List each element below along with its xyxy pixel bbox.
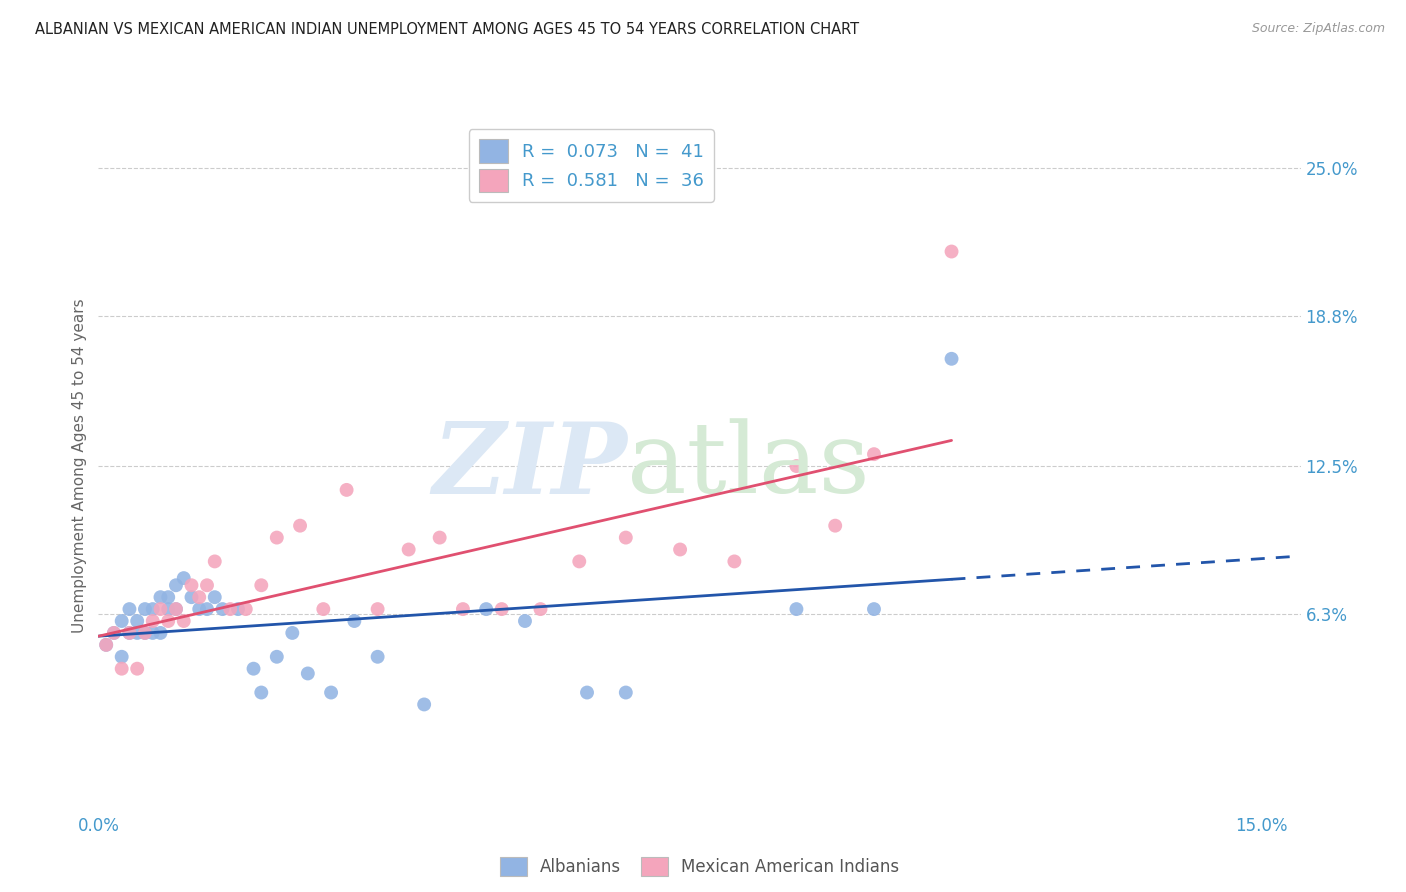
Point [614, 531, 637, 545]
Point [785, 602, 807, 616]
Point [475, 602, 498, 616]
Point [219, 602, 242, 616]
Point [142, 614, 165, 628]
Point [723, 554, 745, 568]
Point [226, 602, 249, 616]
Point [134, 626, 156, 640]
Point [288, 518, 311, 533]
Point [204, 554, 226, 568]
Point [242, 662, 264, 676]
Point [134, 626, 156, 640]
Point [195, 602, 218, 616]
Point [204, 590, 226, 604]
Point [96, 638, 118, 652]
Point [319, 685, 342, 699]
Point [297, 666, 319, 681]
Point [142, 602, 165, 616]
Point [576, 685, 599, 699]
Y-axis label: Unemployment Among Ages 45 to 54 years: Unemployment Among Ages 45 to 54 years [72, 299, 87, 633]
Text: ZIP: ZIP [433, 417, 627, 515]
Point [343, 614, 366, 628]
Point [173, 571, 195, 585]
Point [188, 590, 211, 604]
Point [266, 531, 288, 545]
Point [127, 662, 149, 676]
Point [180, 578, 202, 592]
Point [118, 626, 141, 640]
Point [127, 614, 149, 628]
Point [336, 483, 359, 497]
Point [180, 590, 202, 604]
Point [111, 662, 134, 676]
Point [103, 626, 125, 640]
Point [398, 542, 420, 557]
Point [250, 578, 273, 592]
Point [149, 626, 172, 640]
Point [165, 602, 187, 616]
Point [513, 614, 536, 628]
Point [142, 626, 165, 640]
Point [250, 685, 273, 699]
Point [127, 626, 149, 640]
Point [188, 602, 211, 616]
Text: Source: ZipAtlas.com: Source: ZipAtlas.com [1251, 22, 1385, 36]
Point [165, 578, 187, 592]
Point [118, 602, 141, 616]
Point [149, 590, 172, 604]
Point [134, 602, 156, 616]
Legend: Albanians, Mexican American Indians: Albanians, Mexican American Indians [494, 850, 905, 883]
Point [111, 614, 134, 628]
Point [165, 602, 187, 616]
Point [367, 602, 389, 616]
Point [614, 685, 637, 699]
Point [491, 602, 513, 616]
Point [941, 351, 963, 366]
Point [157, 614, 180, 628]
Point [157, 590, 180, 604]
Point [941, 244, 963, 259]
Point [529, 602, 551, 616]
Point [266, 649, 288, 664]
Point [824, 518, 846, 533]
Point [312, 602, 335, 616]
Point [235, 602, 257, 616]
Point [429, 531, 451, 545]
Point [157, 602, 180, 616]
Point [413, 698, 436, 712]
Point [211, 602, 233, 616]
Point [96, 638, 118, 652]
Text: atlas: atlas [627, 418, 870, 514]
Point [111, 649, 134, 664]
Point [281, 626, 304, 640]
Point [568, 554, 591, 568]
Point [195, 578, 218, 592]
Text: ALBANIAN VS MEXICAN AMERICAN INDIAN UNEMPLOYMENT AMONG AGES 45 TO 54 YEARS CORRE: ALBANIAN VS MEXICAN AMERICAN INDIAN UNEM… [35, 22, 859, 37]
Point [367, 649, 389, 664]
Point [785, 458, 807, 473]
Point [451, 602, 474, 616]
Point [863, 447, 886, 461]
Point [118, 626, 141, 640]
Point [103, 626, 125, 640]
Point [173, 614, 195, 628]
Point [149, 602, 172, 616]
Point [863, 602, 886, 616]
Point [669, 542, 692, 557]
